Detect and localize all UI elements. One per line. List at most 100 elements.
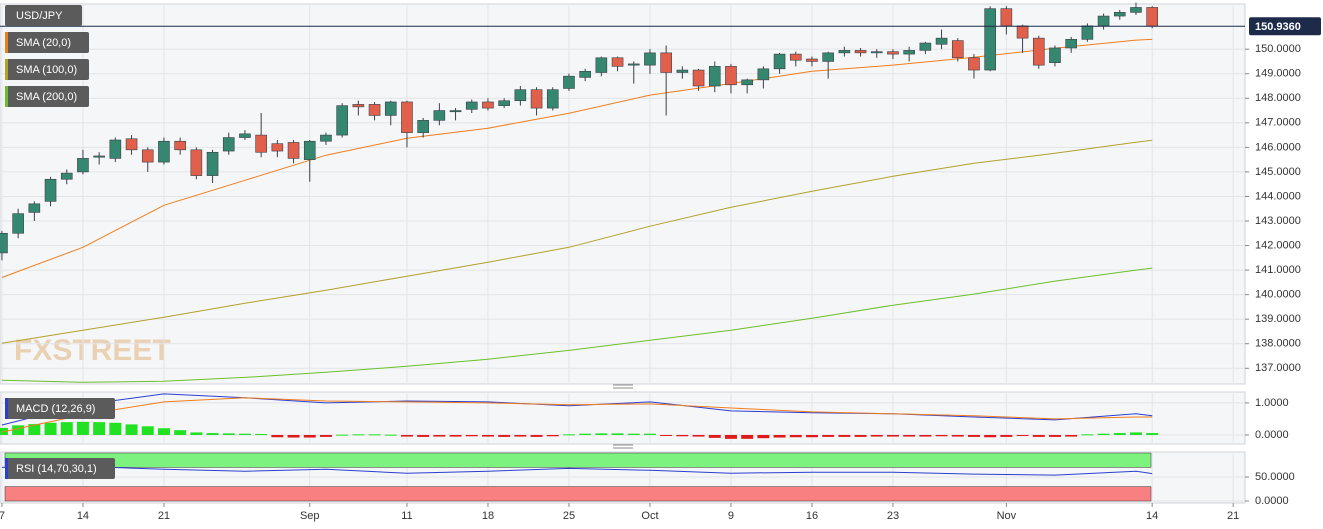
candle-body <box>93 155 105 158</box>
line <box>1 139 1153 344</box>
histogram-bar <box>465 434 478 437</box>
candle-body <box>12 213 24 234</box>
candle-body <box>887 51 899 55</box>
candle-body <box>725 66 737 86</box>
y-tick-label: 50.0000 <box>1255 471 1295 483</box>
histogram-bar <box>222 433 235 435</box>
candle-body <box>611 57 624 67</box>
x-tick-label: 18 <box>482 510 494 522</box>
y-tick-label: 146.0000 <box>1255 141 1301 153</box>
candle-body <box>692 69 705 87</box>
y-tick-label: 1.0000 <box>1255 397 1289 409</box>
candle-body <box>644 52 656 66</box>
histogram-bar <box>692 434 705 437</box>
y-tick-label: 0.0000 <box>1255 429 1289 441</box>
candle-body <box>660 52 672 73</box>
histogram-bar <box>44 422 57 435</box>
candle-body <box>627 63 640 66</box>
histogram-bar <box>1032 434 1045 437</box>
candle-body <box>1000 8 1013 27</box>
candle-body <box>854 50 867 54</box>
y-tick-label: 149.0000 <box>1255 68 1301 80</box>
histogram-bar <box>822 434 835 437</box>
histogram-bar <box>741 434 754 439</box>
x-tick-label: 21 <box>158 510 170 522</box>
x-tick-label: Sep <box>300 510 320 522</box>
candle-body <box>903 50 915 55</box>
y-tick-label: 148.0000 <box>1255 92 1301 104</box>
candle-body <box>1081 25 1094 40</box>
candle-body <box>676 69 689 73</box>
histogram-bar <box>174 430 187 435</box>
histogram-bar <box>643 433 656 435</box>
histogram-bar <box>433 434 446 437</box>
candle-body <box>1016 25 1029 39</box>
candle-body <box>838 50 851 54</box>
candle-body <box>1065 39 1077 49</box>
histogram-bar <box>1081 434 1094 436</box>
candle-body <box>239 133 251 138</box>
candle-body <box>1032 37 1045 66</box>
histogram-bar <box>579 433 592 435</box>
histogram-bar <box>352 434 365 436</box>
histogram-bar <box>287 434 300 438</box>
candle-body <box>174 140 186 151</box>
histogram-bar <box>28 424 41 435</box>
candle-body <box>482 101 494 109</box>
candle-body <box>44 178 57 202</box>
candle-body <box>255 134 267 153</box>
last-price-box <box>1249 17 1321 36</box>
histogram-bar <box>984 434 997 438</box>
histogram-bar <box>708 434 721 438</box>
histogram-bar <box>1129 432 1142 435</box>
x-tick-label: 16 <box>806 510 818 522</box>
histogram-bar <box>336 434 349 436</box>
candle-body <box>579 70 591 78</box>
legend-swatch <box>5 398 8 419</box>
legend-label: USD/JPY <box>16 10 63 22</box>
histogram-bar <box>773 434 786 438</box>
y-tick-label: 144.0000 <box>1255 190 1301 202</box>
candle-body <box>141 149 154 163</box>
y-tick-label: 150.0000 <box>1255 43 1301 55</box>
candle-body <box>433 110 446 121</box>
y-tick-label: 0.0000 <box>1255 495 1289 507</box>
histogram-bar <box>12 425 25 435</box>
legend-box <box>5 59 89 80</box>
histogram-bar <box>611 433 624 435</box>
histogram-bar <box>319 434 332 437</box>
histogram-bar <box>93 422 106 435</box>
candle-body <box>125 138 138 151</box>
candle-body <box>968 57 980 71</box>
histogram-bar <box>60 422 73 435</box>
legend-swatch <box>5 59 8 80</box>
candle-body <box>287 142 300 159</box>
histogram-bar <box>660 434 673 436</box>
candle-body <box>498 100 510 106</box>
oversold-band <box>4 486 1152 502</box>
histogram-bar <box>141 426 154 435</box>
watermark: FXSTREET <box>14 334 171 367</box>
histogram-bar <box>870 434 883 437</box>
histogram-bar <box>562 434 575 436</box>
histogram-bar <box>757 434 770 439</box>
histogram-bar <box>1048 434 1061 437</box>
x-tick-label: 14 <box>77 510 89 522</box>
histogram-bar <box>271 434 284 438</box>
candle-body <box>465 101 478 110</box>
candle-body <box>384 101 397 116</box>
x-tick-label: 11 <box>401 510 412 522</box>
legend-label: SMA (100,0) <box>16 64 77 76</box>
histogram-bar <box>368 434 381 436</box>
candle-body <box>401 101 413 133</box>
histogram-bar <box>109 422 122 435</box>
y-tick-label: 147.0000 <box>1255 117 1301 129</box>
histogram-bar <box>919 434 932 437</box>
candle-body <box>935 37 948 45</box>
main-panel <box>0 3 1246 385</box>
x-tick-label: 21 <box>1227 510 1239 522</box>
histogram-bar <box>1000 434 1013 437</box>
legend-box <box>5 32 89 53</box>
candle-body <box>1146 7 1158 27</box>
